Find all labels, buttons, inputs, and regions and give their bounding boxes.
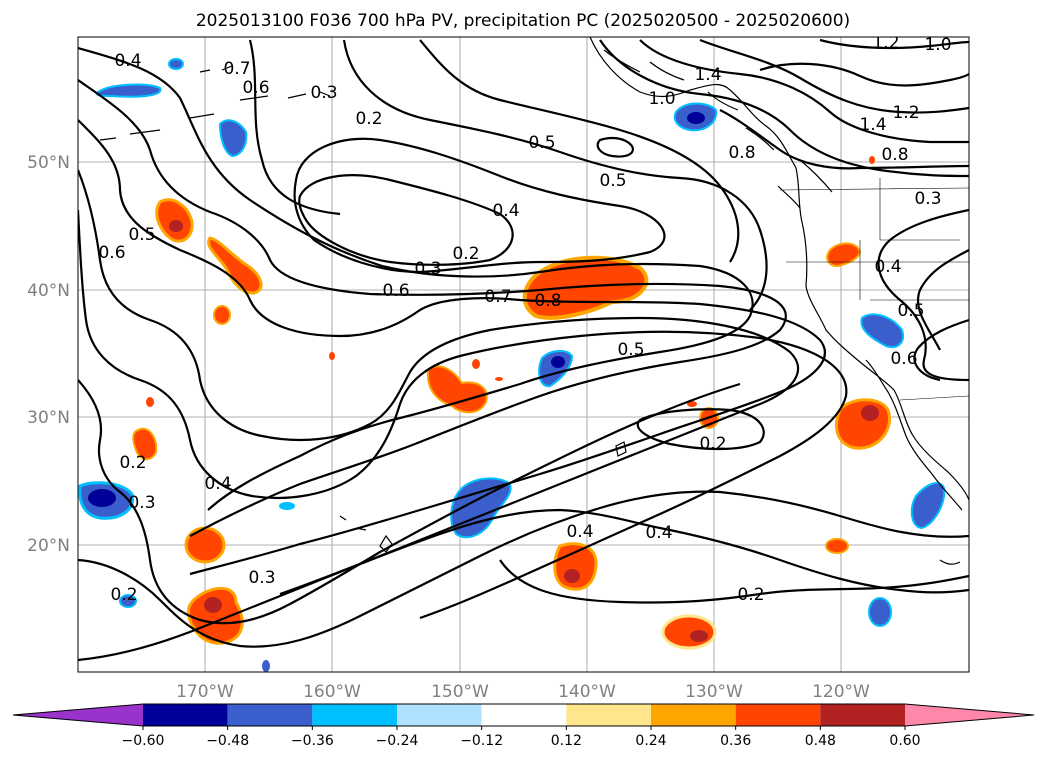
contour-label: 0.3: [310, 83, 337, 103]
colorbar-segment: [397, 704, 482, 726]
colorbar-tick-label: 0.60: [889, 733, 920, 749]
lat-label: 40°N: [27, 281, 70, 301]
colorbar-tick-label: 0.36: [720, 733, 751, 749]
lon-label: 120°W: [812, 682, 870, 702]
colorbar: −0.60 −0.48 −0.36 −0.24 −0.12 0.12 0.24 0.36 0.4…: [12, 703, 1035, 749]
contour-label: 0.2: [737, 585, 764, 605]
precip-shading: [78, 58, 946, 672]
contour-label: 0.5: [528, 133, 555, 153]
contour-label: 0.5: [897, 301, 924, 321]
contour-label: 0.8: [534, 291, 561, 311]
contour-label: 0.8: [728, 143, 755, 163]
colorbar-tick-label: −0.24: [376, 733, 419, 749]
colorbar-extend-high: [905, 704, 1034, 726]
colorbar-extend-low: [13, 704, 143, 726]
longitude-labels: 170°W 160°W 150°W 140°W 130°W 120°W: [176, 682, 870, 702]
contour-label: 0.6: [382, 281, 409, 301]
colorbar-tick-label: 0.12: [551, 733, 582, 749]
contour-label: 1.4: [859, 115, 886, 135]
lon-label: 150°W: [431, 682, 489, 702]
colorbar-tick-label: 0.24: [635, 733, 666, 749]
latitude-labels: 50°N 40°N 30°N 20°N: [27, 153, 70, 556]
precip-positive-anomalies: [132, 156, 891, 650]
lon-label: 170°W: [176, 682, 234, 702]
colorbar-segment: [227, 704, 313, 726]
contour-label: 0.4: [645, 523, 672, 543]
lat-label: 20°N: [27, 536, 70, 556]
pv-contours: [78, 38, 969, 662]
colorbar-tick-label: −0.12: [460, 733, 503, 749]
contour-label: 0.5: [617, 340, 644, 360]
lat-label: 30°N: [27, 408, 70, 428]
contour-labels: 0.4 0.7 0.6 0.3 0.2 0.5 0.5 0.4 0.2 0.3 …: [98, 33, 951, 605]
contour-label: 0.6: [890, 349, 917, 369]
contour-label: 0.6: [98, 243, 125, 263]
lon-label: 160°W: [303, 682, 361, 702]
colorbar-tick-label: 0.48: [805, 733, 836, 749]
contour-label: 0.3: [248, 568, 275, 588]
contour-label: 0.3: [128, 493, 155, 513]
contour-label: 0.4: [204, 474, 231, 494]
colorbar-segment: [312, 704, 397, 726]
lon-label: 140°W: [558, 682, 616, 702]
contour-label: 0.6: [242, 78, 269, 98]
colorbar-tick-label: −0.60: [122, 733, 165, 749]
colorbar-segment: [481, 704, 567, 726]
contour-label: 0.8: [881, 145, 908, 165]
colorbar-segment: [820, 704, 905, 726]
contour-label: 0.5: [599, 171, 626, 191]
contour-label: 0.7: [223, 59, 250, 79]
colorbar-segment: [735, 704, 821, 726]
contour-label: 0.7: [484, 287, 511, 307]
contour-label: 1.0: [648, 89, 675, 109]
contour-label: 0.3: [914, 189, 941, 209]
contour-label: 0.4: [874, 257, 901, 277]
contour-label: 1.2: [872, 33, 899, 53]
contour-label: 0.2: [452, 244, 479, 264]
contour-label: 0.2: [699, 434, 726, 454]
map-title: 2025013100 F036 700 hPa PV, precipitatio…: [196, 11, 850, 31]
lon-label: 130°W: [685, 682, 743, 702]
colorbar-segment: [651, 704, 736, 726]
contour-label: 0.4: [566, 522, 593, 542]
lat-label: 50°N: [27, 153, 70, 173]
contour-label: 1.0: [924, 35, 951, 55]
contour-label: 0.2: [119, 453, 146, 473]
contour-label: 0.4: [114, 51, 141, 71]
contour-label: 0.5: [128, 225, 155, 245]
contour-label: 0.4: [492, 201, 519, 221]
contour-label: 0.2: [355, 109, 382, 129]
plot-frame: [77, 36, 970, 673]
colorbar-tick-label: −0.36: [291, 733, 334, 749]
colorbar-segment: [566, 704, 651, 726]
contour-label: 0.3: [414, 259, 441, 279]
contour-label: 0.2: [110, 585, 137, 605]
colorbar-segment: [143, 704, 228, 726]
colorbar-tick-label: −0.48: [206, 733, 249, 749]
contour-label: 1.4: [694, 65, 721, 85]
contour-label: 1.2: [892, 103, 919, 123]
